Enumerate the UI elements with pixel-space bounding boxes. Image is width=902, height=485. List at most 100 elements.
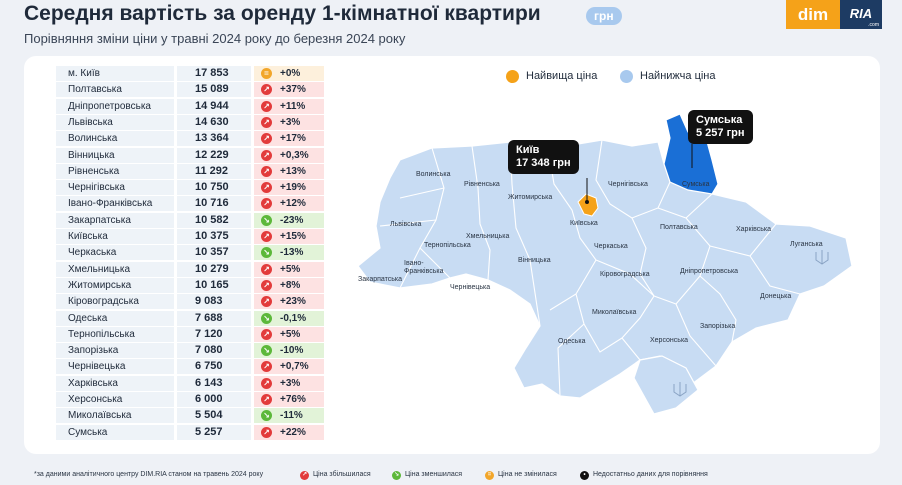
table-row: Житомирська 10 165 ↗ +8% — [56, 277, 326, 293]
arrow-down-right-icon: ↘ — [261, 247, 272, 259]
price-change: ↗ +3% — [254, 114, 324, 130]
region-name: Дніпропетровська — [56, 98, 174, 114]
arrow-down-right-icon: ↘ — [261, 214, 272, 226]
price-change-value: -13% — [280, 247, 304, 259]
label-donetska: Донецька — [760, 293, 791, 300]
footer-increased: Ціна збільшилася — [313, 471, 371, 478]
price-change: ↗ +19% — [254, 180, 324, 196]
ukraine-map: Волинська Рівненська Житомирська Чернігі… — [357, 113, 853, 415]
table-row: Чернівецька 6 750 ↗ +0,7% — [56, 359, 326, 375]
region-name: Львівська — [56, 114, 174, 130]
price-change-value: +23% — [280, 296, 306, 308]
label-vinnytska: Вінницька — [518, 256, 551, 264]
arrow-up-right-icon: ↗ — [261, 328, 272, 340]
price-change-value: +19% — [280, 182, 306, 194]
price-change-value: +22% — [280, 426, 306, 438]
arrow-up-right-icon: ↗ — [261, 279, 272, 291]
table-row: Рівненська 11 292 ↗ +13% — [56, 163, 326, 179]
price-change-value: +0% — [280, 68, 301, 79]
table-row: Львівська 14 630 ↗ +3% — [56, 114, 326, 130]
label-chernivetska: Чернівецька — [450, 283, 490, 291]
price-change: ↗ +0,7% — [254, 359, 324, 375]
logo-dim: dim — [786, 0, 840, 29]
region-name: Волинська — [56, 131, 174, 147]
price-change-value: +12% — [280, 198, 306, 210]
price-change-value: -10% — [280, 345, 304, 357]
price-change-value: +11% — [280, 100, 306, 112]
region-name: Тернопільська — [56, 326, 174, 342]
label-mykolaivska: Миколаївська — [592, 309, 637, 316]
label-frankivska: Франківська — [404, 267, 444, 275]
label-zakarpatska: Закарпатська — [358, 276, 402, 283]
table-row: Харківська 6 143 ↗ +3% — [56, 375, 326, 391]
label-ternopilska: Тернопільська — [424, 241, 471, 249]
region-price: 13 364 — [177, 131, 251, 147]
legend-highest-label: Найвища ціна — [526, 70, 598, 82]
arrow-up-right-icon: ↗ — [261, 198, 272, 210]
region-price: 5 257 — [177, 424, 251, 440]
price-change-value: -23% — [280, 214, 304, 226]
arrow-down-right-icon: ↘ — [392, 471, 401, 480]
region-name: Херсонська — [56, 392, 174, 407]
price-change-value: +0,7% — [280, 361, 309, 373]
dot-icon: • — [580, 471, 589, 480]
price-change: ↗ +13% — [254, 163, 324, 179]
label-chernihivska: Чернігівська — [608, 180, 648, 188]
price-change: = +0% — [254, 66, 324, 81]
region-price: 10 279 — [177, 261, 251, 277]
label-rivnenska: Рівненська — [464, 180, 500, 188]
region-name: Запорізька — [56, 343, 174, 359]
price-change: ↘ -11% — [254, 408, 324, 424]
region-name: Хмельницька — [56, 261, 174, 277]
label-cherkaska: Черкаська — [594, 243, 628, 250]
table-row: Хмельницька 10 279 ↗ +5% — [56, 261, 326, 277]
region-price: 9 083 — [177, 294, 251, 310]
region-price: 17 853 — [177, 66, 251, 81]
price-change: ↗ +37% — [254, 82, 324, 98]
region-name: Черкаська — [56, 245, 174, 261]
region-name: Кіровоградська — [56, 294, 174, 310]
region-name: Миколаївська — [56, 408, 174, 424]
region-name: Сумська — [56, 424, 174, 440]
table-row: м. Київ 17 853 = +0% — [56, 66, 326, 81]
kyiv-region-highlight — [577, 193, 599, 217]
region-name: Харківська — [56, 375, 174, 391]
page-subtitle: Порівняння зміни ціни у травні 2024 року… — [24, 31, 406, 46]
callout-lowest-value: 5 257 грн — [696, 127, 745, 139]
region-name: Івано-Франківська — [56, 196, 174, 212]
price-change-value: +0,3% — [280, 149, 309, 161]
region-price: 14 944 — [177, 98, 251, 114]
region-price: 10 750 — [177, 180, 251, 196]
label-poltavska: Полтавська — [660, 224, 698, 231]
footer-no-data: Недостатньо даних для порівняння — [593, 471, 708, 478]
price-change: ↗ +5% — [254, 261, 324, 277]
price-change: ↗ +17% — [254, 131, 324, 147]
arrow-up-right-icon: ↗ — [261, 100, 272, 112]
price-change-value: +3% — [280, 116, 301, 128]
label-zaporizka: Запорізька — [700, 322, 735, 330]
trident-icon — [815, 250, 829, 265]
footer-unchanged: Ціна не змінилася — [498, 471, 557, 478]
logo-ria-domain: .com — [868, 22, 879, 28]
region-name: Житомирська — [56, 277, 174, 293]
price-change: ↗ +76% — [254, 392, 324, 407]
region-borders — [379, 139, 801, 397]
table-row: Тернопільська 7 120 ↗ +5% — [56, 326, 326, 342]
arrow-up-right-icon: ↗ — [261, 361, 272, 373]
page-title: Середня вартість за оренду 1-кімнатної к… — [24, 2, 541, 25]
region-price: 6 750 — [177, 359, 251, 375]
equals-icon: = — [261, 68, 272, 79]
region-price: 10 357 — [177, 245, 251, 261]
region-name: Закарпатська — [56, 212, 174, 228]
logo: dim RIA .com — [786, 0, 882, 29]
price-change: ↗ +15% — [254, 229, 324, 244]
region-name: м. Київ — [56, 66, 174, 81]
table-row: Кіровоградська 9 083 ↗ +23% — [56, 294, 326, 310]
callout-lowest: Сумська 5 257 грн — [688, 110, 753, 144]
price-change-value: -0,1% — [280, 312, 307, 324]
logo-ria: RIA .com — [840, 0, 882, 29]
region-price: 6 143 — [177, 375, 251, 391]
price-change: ↗ +12% — [254, 196, 324, 212]
price-change: ↗ +0,3% — [254, 147, 324, 163]
price-change-value: +8% — [280, 279, 301, 291]
